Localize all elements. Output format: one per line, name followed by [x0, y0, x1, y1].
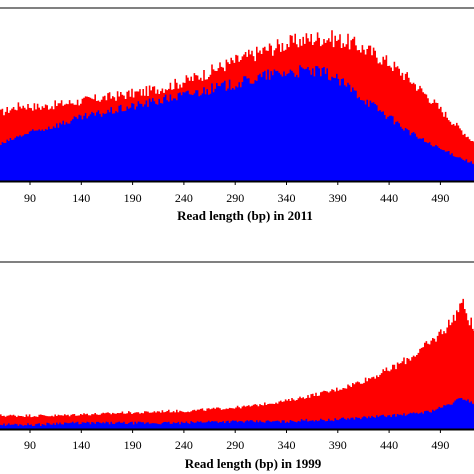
x-axis-ticks-2011: 9014019024029034039044049054059064 — [0, 180, 474, 205]
x-axis-label-1999: Read length (bp) in 1999 — [185, 456, 322, 471]
plot-frame-1999 — [0, 261, 474, 431]
x-tick-label: 440 — [380, 191, 398, 205]
red-series-area — [0, 298, 474, 429]
chart-panel-2011: 9014019024029034039044049054059064 Read … — [0, 7, 474, 223]
x-axis-ticks-1999: 90140190240290340390440490540590640 — [0, 428, 474, 452]
x-tick-label: 240 — [175, 438, 193, 452]
x-tick-label: 190 — [124, 438, 142, 452]
x-axis-label-2011: Read length (bp) in 2011 — [177, 208, 313, 223]
x-tick-label: 340 — [278, 438, 296, 452]
x-tick-label: 90 — [24, 438, 36, 452]
x-tick-label: 290 — [226, 191, 244, 205]
x-tick-label: 490 — [431, 438, 449, 452]
x-tick-label: 390 — [329, 438, 347, 452]
x-tick-label: 190 — [124, 191, 142, 205]
x-tick-label: 90 — [24, 191, 36, 205]
plot-frame-2011 — [0, 7, 474, 183]
x-tick-label: 240 — [175, 191, 193, 205]
histogram-bars-2011 — [0, 30, 474, 181]
x-tick-label: 290 — [226, 438, 244, 452]
x-tick-label: 440 — [380, 438, 398, 452]
x-tick-label: 390 — [329, 191, 347, 205]
chart-panel-1999: 90140190240290340390440490540590640 Read… — [0, 261, 474, 471]
histogram-bars-1999 — [0, 298, 474, 429]
blue-series-area — [0, 65, 474, 181]
x-tick-label: 340 — [278, 191, 296, 205]
x-tick-label: 490 — [431, 191, 449, 205]
blue-series-area — [0, 398, 474, 429]
x-tick-label: 140 — [72, 438, 90, 452]
x-tick-label: 140 — [72, 191, 90, 205]
